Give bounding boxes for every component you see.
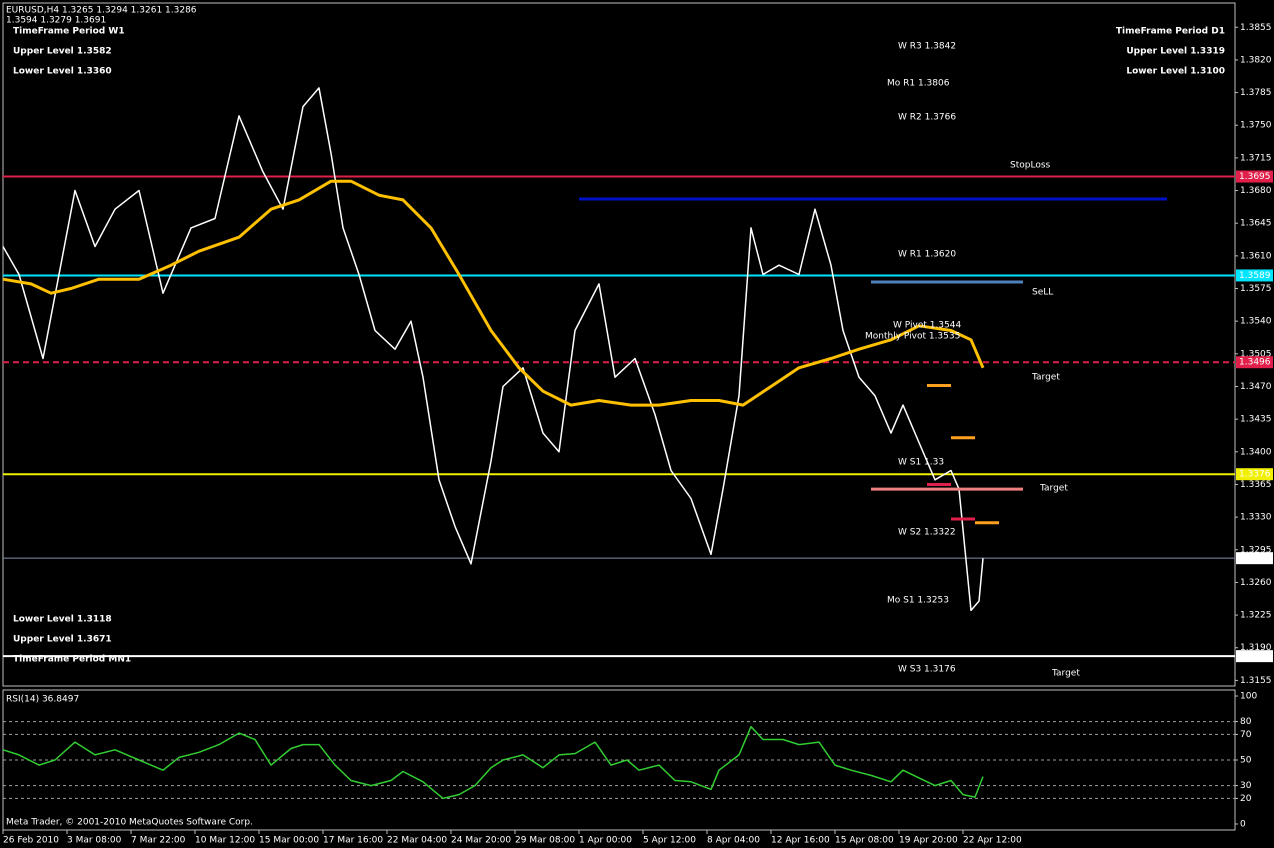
annotation: Mo S1 1.3253	[887, 596, 949, 606]
annotation: W S1 1.33	[898, 458, 944, 468]
y-tick-label: 1.3610	[1240, 251, 1272, 261]
annotation: StopLoss	[1010, 161, 1051, 171]
x-tick-label: 3 Mar 08:00	[67, 836, 122, 846]
y-tick-label: 70	[1240, 730, 1252, 740]
annotation: W R1 1.3620	[898, 250, 956, 260]
x-tick-label: 1 Apr 00:00	[579, 836, 632, 846]
annotation: Upper Level 1.3582	[13, 47, 112, 57]
level-label: 1.3589	[1239, 271, 1271, 281]
panel-border	[2, 2, 1236, 687]
annotation: Lower Level 1.3118	[13, 615, 112, 625]
y-tick-label: 1.3190	[1240, 643, 1272, 653]
x-tick-label: 26 Feb 2010	[3, 836, 59, 846]
y-tick-label: 100	[1240, 692, 1257, 702]
y-tick-label: 1.3295	[1240, 545, 1272, 555]
annotation: W Pivot 1.3544	[893, 321, 961, 331]
y-tick-label: 1.3680	[1240, 186, 1272, 196]
annotation: Lower Level 1.3360	[13, 67, 112, 77]
x-tick-label: 15 Mar 00:00	[259, 836, 319, 846]
annotation: W S2 1.3322	[898, 528, 956, 538]
annotation: Upper Level 1.3319	[1126, 47, 1225, 57]
annotation: TimeFrame Period D1	[1116, 27, 1225, 37]
annotation: TimeFrame Period MN1	[13, 655, 131, 665]
y-tick-label: 1.3820	[1240, 55, 1272, 65]
level-label: 1.3496	[1239, 358, 1271, 368]
y-tick-label: 80	[1240, 717, 1252, 727]
annotation: TimeFrame Period W1	[13, 27, 125, 37]
x-tick-label: 8 Apr 04:00	[707, 836, 760, 846]
y-tick-label: 0	[1240, 819, 1246, 829]
annotation: SeLL	[1032, 288, 1053, 298]
level-box	[1236, 552, 1273, 565]
level-box	[1236, 269, 1273, 282]
x-tick-label: 10 Mar 12:00	[195, 836, 255, 846]
series-line	[2, 87, 984, 612]
y-tick-label: 1.3155	[1240, 676, 1272, 686]
annotation: Target	[1031, 373, 1060, 383]
x-tick-label: 5 Apr 12:00	[643, 836, 696, 846]
y-tick-label: 1.3330	[1240, 513, 1272, 523]
level-box	[1236, 170, 1273, 183]
series-line	[2, 179, 985, 407]
x-tick-label: 19 Apr 20:00	[899, 836, 958, 846]
annotation: Target	[1039, 484, 1068, 494]
chart-title: RSI(14) 36.8497	[6, 695, 79, 705]
x-tick-label: 7 Mar 22:00	[131, 836, 186, 846]
x-tick-label: 17 Mar 16:00	[323, 836, 383, 846]
y-tick-label: 1.3225	[1240, 611, 1272, 621]
chart-subtitle: 1.3594 1.3279 1.3691	[6, 16, 106, 26]
x-tick-label: 22 Mar 04:00	[387, 836, 447, 846]
level-box	[1236, 356, 1273, 369]
annotation: Target	[1051, 669, 1080, 679]
y-tick-label: 20	[1240, 794, 1252, 804]
y-tick-label: 1.3645	[1240, 219, 1272, 229]
level-label: 1.3695	[1239, 172, 1271, 182]
y-tick-label: 1.3540	[1240, 317, 1272, 327]
x-tick-label: 24 Mar 20:00	[451, 836, 511, 846]
annotation: Upper Level 1.3671	[13, 635, 112, 645]
y-tick-label: 50	[1240, 756, 1252, 766]
level-box	[1236, 468, 1273, 481]
x-tick-label: 22 Apr 12:00	[963, 836, 1022, 846]
y-tick-label: 1.3365	[1240, 480, 1272, 490]
y-tick-label: 1.3505	[1240, 349, 1272, 359]
annotation: W S3 1.3176	[898, 665, 956, 675]
annotation: W R3 1.3842	[898, 42, 956, 52]
y-tick-label: 30	[1240, 781, 1252, 791]
x-tick-label: 15 Apr 08:00	[835, 836, 894, 846]
x-tick-label: 12 Apr 16:00	[771, 836, 830, 846]
annotation: Mo R1 1.3806	[887, 79, 950, 89]
annotation: Monthly Pivot 1.3535	[865, 332, 960, 342]
x-tick-label: 29 Mar 08:00	[515, 836, 575, 846]
annotation: W R2 1.3766	[898, 113, 956, 123]
y-tick-label: 1.3750	[1240, 121, 1272, 131]
y-tick-label: 1.3785	[1240, 88, 1272, 98]
series-line	[2, 725, 984, 800]
y-tick-label: 1.3715	[1240, 153, 1272, 163]
level-box	[1236, 650, 1273, 663]
y-tick-label: 1.3400	[1240, 447, 1272, 457]
level-label: 1.3376	[1239, 470, 1271, 480]
y-tick-label: 1.3575	[1240, 284, 1272, 294]
level-label: 1.3181	[1239, 652, 1271, 662]
annotation: Lower Level 1.3100	[1126, 67, 1225, 77]
y-tick-label: 1.3855	[1240, 23, 1272, 33]
level-label: 1.3286	[1239, 554, 1271, 564]
annotation: Meta Trader, © 2001-2010 MetaQuotes Soft…	[6, 818, 253, 828]
chart-title: EURUSD,H4 1.3265 1.3294 1.3261 1.3286	[6, 6, 197, 16]
y-tick-label: 1.3260	[1240, 578, 1272, 588]
y-tick-label: 1.3435	[1240, 415, 1272, 425]
y-tick-label: 1.3470	[1240, 382, 1272, 392]
